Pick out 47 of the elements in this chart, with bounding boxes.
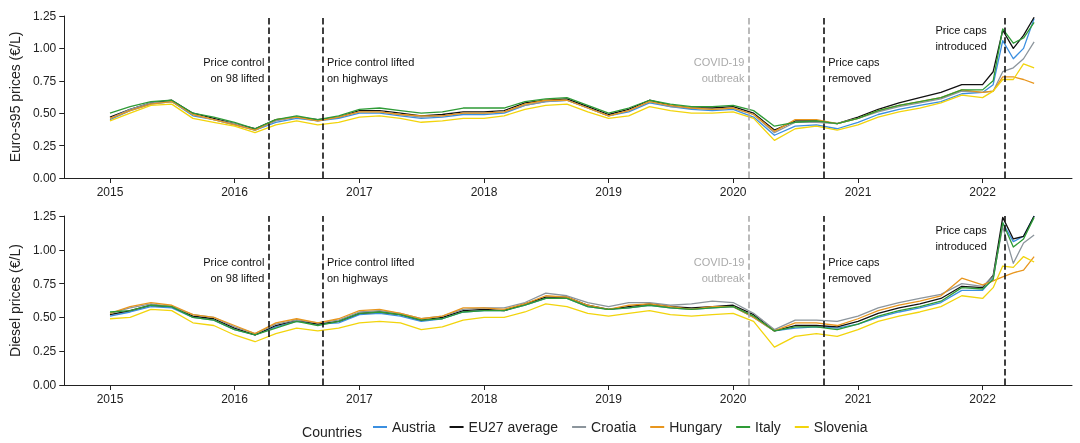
- legend-title: Countries: [302, 424, 362, 440]
- ref-line-label: Price control on 98 lifted: [203, 56, 265, 84]
- ref-line-label: Price caps introduced: [935, 224, 988, 252]
- x-tick-label: 2022: [969, 392, 997, 406]
- x-tick-label: 2016: [221, 185, 249, 199]
- ref-line-label: Price control lifted on highways: [326, 56, 415, 84]
- x-tick-label: 2018: [470, 185, 498, 199]
- x-tick-label: 2020: [719, 392, 747, 406]
- y-tick-label: 0.00: [32, 378, 57, 392]
- legend-label: EU27 average: [468, 419, 559, 435]
- x-tick-label: 2021: [844, 392, 872, 406]
- y-tick-label: 0.75: [32, 276, 57, 291]
- legend-label: Italy: [755, 419, 781, 435]
- x-tick-label: 2018: [470, 392, 498, 406]
- x-tick-label: 2019: [595, 185, 623, 199]
- x-tick-label: 2016: [221, 392, 249, 406]
- x-tick-label: 2015: [96, 185, 124, 199]
- ref-line-label: COVID-19 outbreak: [693, 256, 745, 284]
- y-tick-label: 1.25: [32, 9, 57, 23]
- ref-line-label: Price caps removed: [828, 256, 881, 284]
- y-tick-label: 0.50: [32, 310, 57, 325]
- y-tick-label: 0.25: [32, 344, 57, 359]
- x-tick-label: 2015: [96, 392, 124, 406]
- x-tick-label: 2020: [719, 185, 747, 199]
- ref-line-label: COVID-19 outbreak: [693, 56, 745, 84]
- y-axis-title: Diesel prices (€/L): [7, 244, 23, 357]
- legend-label: Austria: [392, 419, 436, 435]
- ref-line-label: Price control lifted on highways: [326, 256, 415, 284]
- legend-label: Slovenia: [813, 419, 868, 435]
- y-tick-label: 0.25: [32, 138, 57, 153]
- y-tick-label: 1.00: [32, 242, 57, 257]
- y-tick-label: 1.00: [32, 41, 57, 56]
- y-tick-label: 0.75: [32, 73, 57, 88]
- ref-line-label: Price caps introduced: [935, 24, 988, 52]
- y-tick-label: 1.25: [32, 209, 57, 223]
- y-tick-label: 0.50: [32, 106, 57, 121]
- legend-label: Croatia: [591, 419, 637, 435]
- x-tick-label: 2019: [595, 392, 623, 406]
- x-tick-label: 2021: [844, 185, 872, 199]
- ref-line-label: Price control on 98 lifted: [203, 256, 265, 284]
- x-tick-label: 2022: [969, 185, 997, 199]
- y-axis-title: Euro-s95 prices (€/L): [7, 31, 23, 163]
- x-tick-label: 2017: [346, 185, 374, 199]
- legend-label: Hungary: [669, 419, 723, 435]
- ref-line-label: Price caps removed: [828, 56, 881, 84]
- x-tick-label: 2017: [346, 392, 374, 406]
- y-tick-label: 0.00: [32, 171, 57, 185]
